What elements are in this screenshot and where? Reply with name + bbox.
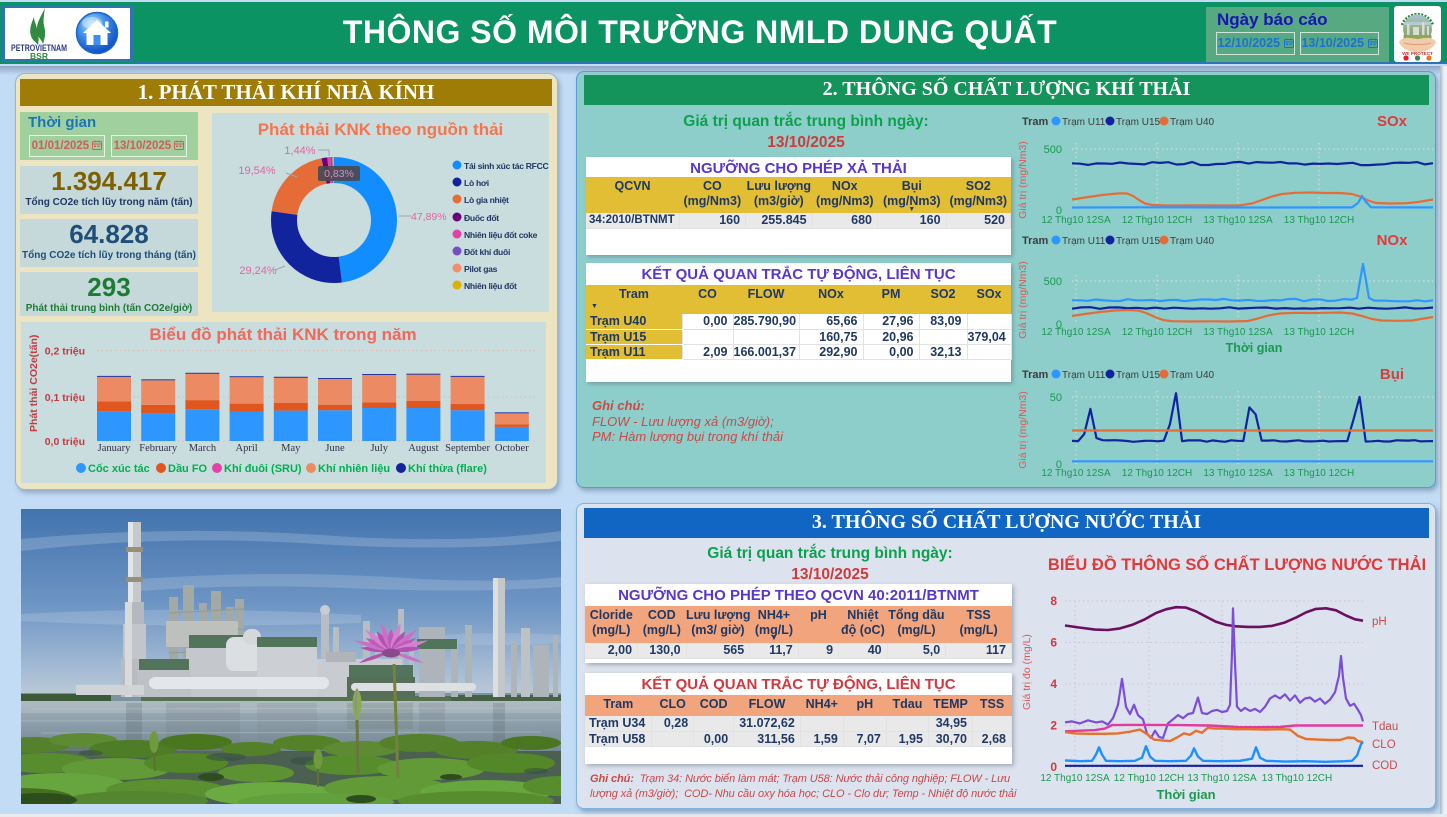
svg-text:47,89%: 47,89%: [411, 211, 447, 223]
svg-text:12 Thg10 12CH: 12 Thg10 12CH: [1114, 773, 1184, 784]
svg-text:Khí nhiên liệu: Khí nhiên liệu: [318, 463, 390, 475]
svg-text:March: March: [189, 443, 217, 454]
svg-text:Trạm U11: Trạm U11: [1062, 370, 1106, 381]
svg-text:BSR: BSR: [30, 51, 48, 59]
svg-text:1,44%: 1,44%: [284, 145, 315, 157]
svg-text:0,0 triệu: 0,0 triệu: [45, 436, 85, 448]
svg-text:Giá trị đo (mg/L): Giá trị đo (mg/L): [1021, 634, 1033, 710]
svg-text:October: October: [495, 443, 529, 454]
svg-text:13 Thg10 12SA: 13 Thg10 12SA: [1187, 773, 1257, 784]
svg-text:Nhiên liệu đốt coke: Nhiên liệu đốt coke: [464, 230, 538, 240]
svg-text:13 Thg10 12SA: 13 Thg10 12SA: [1203, 215, 1273, 226]
svg-text:Đốt khí đuôi: Đốt khí đuôi: [464, 247, 510, 257]
svg-text:Trạm U40: Trạm U40: [1170, 117, 1215, 128]
svg-text:Tái sinh xúc tác RFCC: Tái sinh xúc tác RFCC: [464, 161, 549, 171]
svg-text:COD: COD: [1372, 760, 1398, 772]
svg-text:Giá trị (mg/Nm3): Giá trị (mg/Nm3): [1017, 261, 1029, 339]
svg-text:BIỂU ĐỒ THÔNG SỐ CHẤT LƯỢNG NƯ: BIỂU ĐỒ THÔNG SỐ CHẤT LƯỢNG NƯỚC THẢI: [1048, 554, 1426, 574]
svg-text:Trạm U11: Trạm U11: [1062, 236, 1106, 247]
svg-text:0,1 triệu: 0,1 triệu: [45, 392, 85, 404]
svg-text:0: 0: [1050, 760, 1057, 774]
svg-text:June: June: [325, 443, 345, 454]
svg-text:12 Thg10 12SA: 12 Thg10 12SA: [1041, 215, 1111, 226]
svg-text:Phát thải CO2e(tấn): Phát thải CO2e(tấn): [28, 335, 40, 432]
svg-text:0: 0: [1056, 205, 1062, 217]
svg-text:PETROVIETNAM: PETROVIETNAM: [11, 43, 67, 53]
svg-text:Khí thừa (flare): Khí thừa (flare): [408, 463, 487, 475]
svg-text:January: January: [98, 443, 131, 454]
svg-text:Giá trị (mg/Nm3): Giá trị (mg/Nm3): [1017, 391, 1029, 469]
svg-text:13 Thg10 12CH: 13 Thg10 12CH: [1284, 327, 1354, 338]
svg-text:July: July: [370, 443, 388, 454]
svg-text:Trạm U40: Trạm U40: [1170, 236, 1215, 247]
svg-text:13 Thg10 12SA: 13 Thg10 12SA: [1203, 468, 1273, 479]
svg-text:12 Thg10 12CH: 12 Thg10 12CH: [1122, 468, 1192, 479]
svg-text:Tdau: Tdau: [1372, 721, 1398, 733]
svg-text:Biểu đồ phát thải KNK trong nă: Biểu đồ phát thải KNK trong năm: [149, 325, 416, 344]
svg-text:Trạm U11: Trạm U11: [1062, 117, 1106, 128]
svg-text:Trạm U15: Trạm U15: [1116, 117, 1161, 128]
svg-text:500: 500: [1044, 144, 1062, 156]
svg-text:Giá trị (mg/Nm3): Giá trị (mg/Nm3): [1017, 141, 1029, 219]
svg-text:NOx: NOx: [1377, 232, 1409, 249]
svg-text:February: February: [139, 443, 178, 454]
svg-text:Pilot gas: Pilot gas: [464, 264, 498, 274]
svg-text:WE PROTECT: WE PROTECT: [1402, 51, 1433, 56]
svg-text:SOx: SOx: [1377, 113, 1408, 130]
svg-text:Đuốc đốt: Đuốc đốt: [464, 213, 499, 223]
svg-text:Trạm U15: Trạm U15: [1116, 370, 1161, 381]
svg-text:Bụi: Bụi: [1380, 366, 1404, 383]
svg-text:Tram: Tram: [1022, 235, 1049, 247]
svg-text:CLO: CLO: [1372, 739, 1396, 751]
svg-text:0,2 triệu: 0,2 triệu: [45, 346, 85, 358]
svg-text:12 Thg10 12CH: 12 Thg10 12CH: [1122, 215, 1192, 226]
svg-text:Tram: Tram: [1022, 116, 1049, 128]
svg-text:19,54%: 19,54%: [238, 165, 276, 177]
svg-text:12 Thg10 12SA: 12 Thg10 12SA: [1040, 773, 1110, 784]
svg-text:Trạm U15: Trạm U15: [1116, 236, 1161, 247]
svg-text:13 Thg10 12CH: 13 Thg10 12CH: [1284, 468, 1354, 479]
svg-text:0: 0: [1056, 459, 1062, 471]
svg-text:13 Thg10 12CH: 13 Thg10 12CH: [1284, 215, 1354, 226]
svg-text:50: 50: [1050, 392, 1062, 404]
svg-text:13 Thg10 12SA: 13 Thg10 12SA: [1203, 327, 1273, 338]
svg-text:12 Thg10 12CH: 12 Thg10 12CH: [1122, 327, 1192, 338]
svg-text:12 Thg10 12SA: 12 Thg10 12SA: [1041, 468, 1111, 479]
svg-text:0,83%: 0,83%: [324, 168, 354, 180]
svg-text:Trạm U40: Trạm U40: [1170, 370, 1215, 381]
svg-text:September: September: [445, 443, 490, 454]
svg-text:Tram: Tram: [1022, 369, 1049, 381]
svg-text:Dầu FO: Dầu FO: [168, 463, 208, 475]
svg-text:Cốc xúc tác: Cốc xúc tác: [88, 463, 150, 475]
svg-text:4: 4: [1050, 677, 1057, 691]
svg-text:Khí đuôi (SRU): Khí đuôi (SRU): [224, 463, 302, 475]
svg-text:Nhiên liệu đốt: Nhiên liệu đốt: [464, 281, 517, 291]
svg-text:Thời gian: Thời gian: [1226, 341, 1283, 355]
svg-text:April: April: [236, 443, 258, 454]
svg-text:0: 0: [1056, 319, 1062, 331]
svg-text:8: 8: [1050, 594, 1057, 608]
svg-text:29,24%: 29,24%: [239, 265, 277, 277]
svg-text:12 Thg10 12SA: 12 Thg10 12SA: [1041, 327, 1111, 338]
svg-text:August: August: [408, 443, 438, 454]
svg-text:13 Thg10 12CH: 13 Thg10 12CH: [1262, 773, 1332, 784]
svg-text:500: 500: [1044, 276, 1062, 288]
svg-text:Lò gia nhiệt: Lò gia nhiệt: [464, 195, 509, 205]
svg-text:May: May: [281, 443, 301, 454]
svg-text:Lò hơi: Lò hơi: [464, 178, 489, 188]
svg-text:2: 2: [1050, 719, 1057, 733]
svg-text:Thời gian: Thời gian: [1156, 787, 1215, 802]
svg-text:6: 6: [1050, 636, 1057, 650]
svg-text:pH: pH: [1372, 616, 1387, 628]
